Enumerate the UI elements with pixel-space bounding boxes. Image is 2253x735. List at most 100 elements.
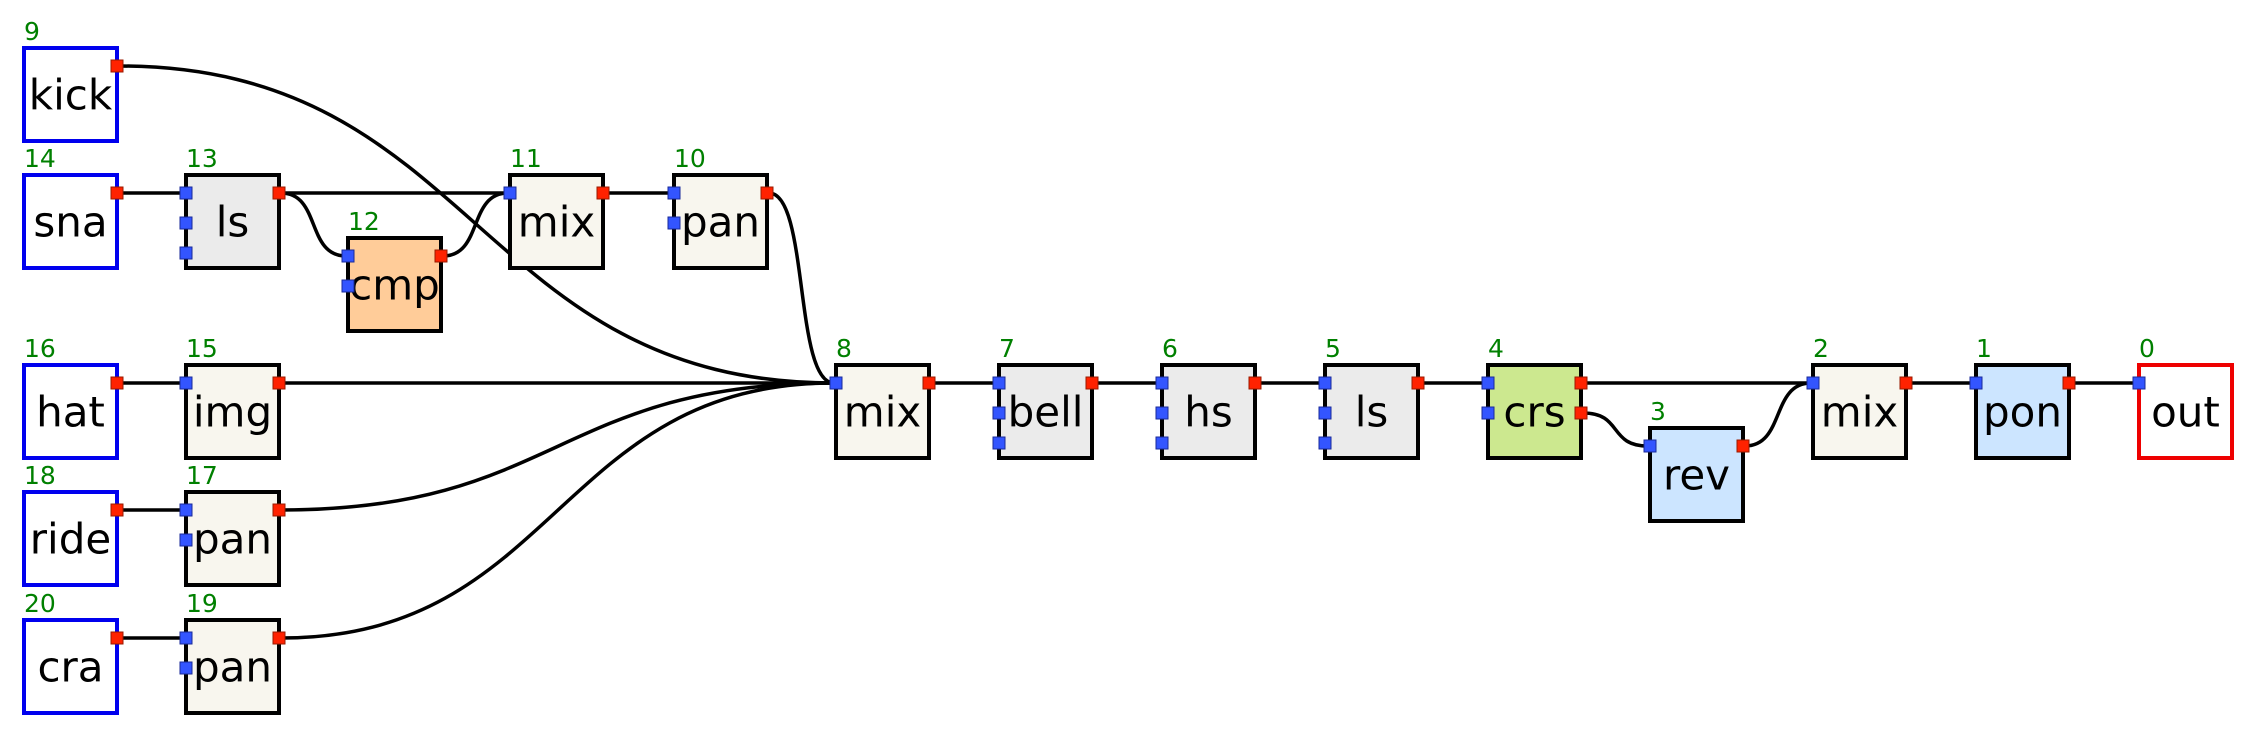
output-port[interactable] <box>434 249 448 263</box>
input-port[interactable] <box>503 186 517 200</box>
node-label: mix <box>844 388 921 437</box>
input-port[interactable] <box>1318 406 1332 420</box>
node-id-label: 15 <box>186 334 218 363</box>
output-port[interactable] <box>272 376 286 390</box>
output-port[interactable] <box>110 631 124 645</box>
input-port[interactable] <box>1155 376 1169 390</box>
node-5-ls[interactable]: 5 ls <box>1318 334 1425 460</box>
node-20-cra[interactable]: 20 cra <box>22 589 124 715</box>
input-port[interactable] <box>667 186 681 200</box>
output-port[interactable] <box>596 186 610 200</box>
node-16-hat[interactable]: 16 hat <box>22 334 124 460</box>
input-port[interactable] <box>2132 376 2146 390</box>
output-port[interactable] <box>1899 376 1913 390</box>
input-port[interactable] <box>179 631 193 645</box>
output-port[interactable] <box>1574 376 1588 390</box>
input-port[interactable] <box>179 186 193 200</box>
output-port[interactable] <box>110 59 124 73</box>
node-7-bell[interactable]: 7 bell <box>992 334 1099 460</box>
node-box <box>1648 426 1745 523</box>
node-label: crs <box>1503 388 1565 437</box>
node-id-label: 9 <box>24 17 40 46</box>
output-port[interactable] <box>272 631 286 645</box>
node-18-ride[interactable]: 18 ride <box>22 461 124 587</box>
node-15-img[interactable]: 15 img <box>179 334 286 460</box>
node-0-out[interactable]: 0 out <box>2132 334 2234 460</box>
node-box <box>184 618 281 715</box>
node-14-sna[interactable]: 14 sna <box>22 144 124 270</box>
node-id-label: 16 <box>24 334 56 363</box>
edge-17-to-8 <box>280 381 835 512</box>
node-19-pan[interactable]: 19 pan <box>179 589 286 715</box>
node-label: pan <box>193 643 272 692</box>
edge-13-to-12 <box>280 191 347 258</box>
output-port[interactable] <box>1736 439 1750 453</box>
output-port[interactable] <box>922 376 936 390</box>
output-port[interactable] <box>272 186 286 200</box>
node-label: sna <box>33 198 107 247</box>
input-port[interactable] <box>1155 406 1169 420</box>
input-port[interactable] <box>992 436 1006 450</box>
output-port[interactable] <box>110 376 124 390</box>
edge-19-to-8 <box>280 381 835 640</box>
node-box <box>834 363 931 460</box>
node-6-hs[interactable]: 6hs <box>1155 334 1262 460</box>
node-label: kick <box>29 71 113 120</box>
node-4-crs[interactable]: 4 crs <box>1481 334 1588 460</box>
input-port[interactable] <box>179 216 193 230</box>
output-port[interactable] <box>110 503 124 517</box>
node-box <box>184 173 281 270</box>
input-port[interactable] <box>341 279 355 293</box>
input-port[interactable] <box>179 661 193 675</box>
node-id-label: 6 <box>1162 334 1178 363</box>
output-port[interactable] <box>110 186 124 200</box>
output-port[interactable] <box>272 503 286 517</box>
node-id-label: 7 <box>999 334 1015 363</box>
node-8-mix[interactable]: 8 mix <box>829 334 936 460</box>
output-port[interactable] <box>1574 406 1588 420</box>
input-port[interactable] <box>1481 376 1495 390</box>
node-3-rev[interactable]: 3 rev <box>1643 397 1750 523</box>
node-label: cra <box>37 643 103 692</box>
node-11-mix[interactable]: 11 mix <box>503 144 610 270</box>
output-port[interactable] <box>1085 376 1099 390</box>
input-port[interactable] <box>1969 376 1983 390</box>
graph-edges <box>118 64 2137 640</box>
input-port[interactable] <box>1806 376 1820 390</box>
input-port[interactable] <box>667 216 681 230</box>
node-1-pon[interactable]: 1 pon <box>1969 334 2076 460</box>
input-port[interactable] <box>1318 436 1332 450</box>
input-port[interactable] <box>1155 436 1169 450</box>
edge-10-to-8 <box>768 191 835 385</box>
input-port[interactable] <box>179 503 193 517</box>
input-port[interactable] <box>829 376 843 390</box>
node-id-label: 1 <box>1976 334 1992 363</box>
input-port[interactable] <box>1481 406 1495 420</box>
output-port[interactable] <box>2062 376 2076 390</box>
node-label: hs <box>1184 388 1233 437</box>
node-id-label: 3 <box>1650 397 1666 426</box>
input-port[interactable] <box>1643 439 1657 453</box>
input-port[interactable] <box>179 246 193 260</box>
node-10-pan[interactable]: 10 pan <box>667 144 774 270</box>
node-id-label: 18 <box>24 461 56 490</box>
node-2-mix[interactable]: 2 mix <box>1806 334 1913 460</box>
output-port[interactable] <box>1248 376 1262 390</box>
input-port[interactable] <box>179 533 193 547</box>
node-box <box>1160 363 1257 460</box>
output-port[interactable] <box>1411 376 1425 390</box>
node-box <box>22 490 119 587</box>
input-port[interactable] <box>1318 376 1332 390</box>
input-port[interactable] <box>992 376 1006 390</box>
node-17-pan[interactable]: 17 pan <box>179 461 286 587</box>
output-port[interactable] <box>760 186 774 200</box>
node-box <box>1974 363 2071 460</box>
node-13-ls[interactable]: 13 ls <box>179 144 286 270</box>
node-9-kick[interactable]: 9 kick <box>22 17 124 143</box>
input-port[interactable] <box>992 406 1006 420</box>
input-port[interactable] <box>179 376 193 390</box>
input-port[interactable] <box>341 249 355 263</box>
node-id-label: 13 <box>186 144 218 173</box>
node-12-cmp[interactable]: 12 cmp <box>341 207 448 333</box>
